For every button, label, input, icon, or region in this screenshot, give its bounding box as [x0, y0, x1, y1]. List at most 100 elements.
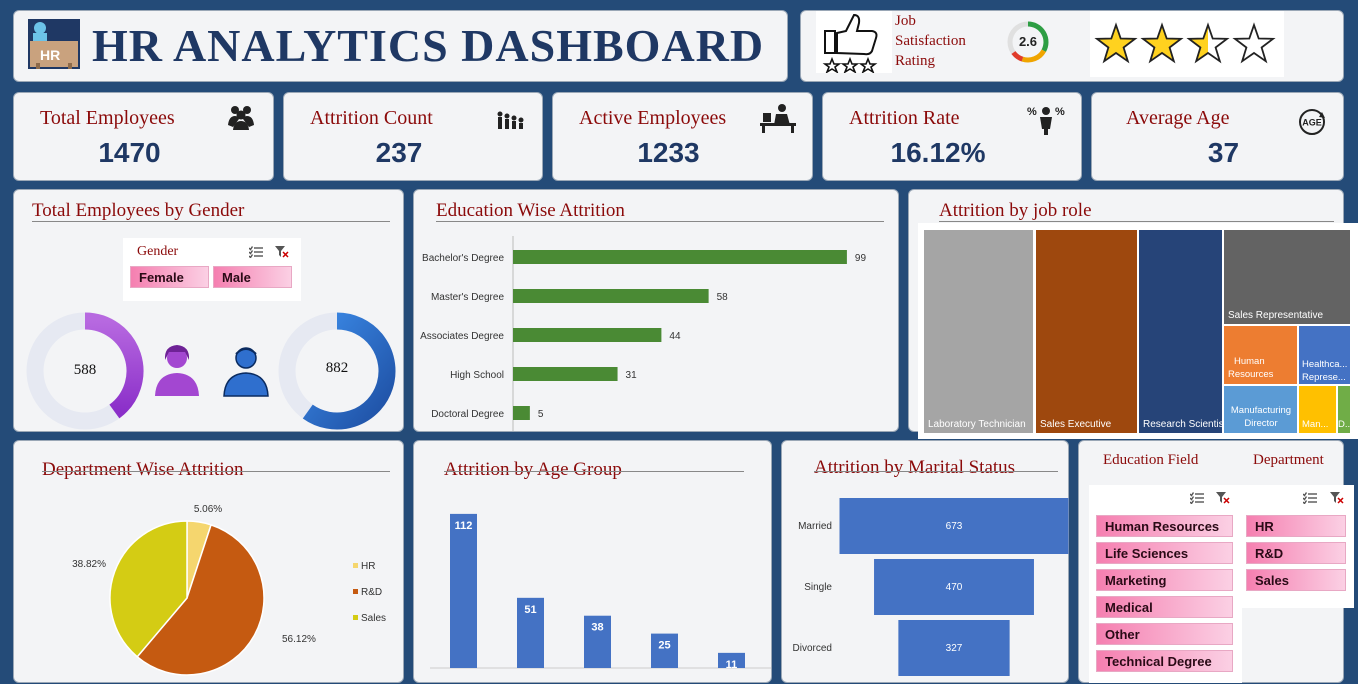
- treemap-label-line: Human: [1234, 356, 1265, 367]
- multi-select-icon[interactable]: [249, 246, 263, 258]
- slicer-option-male[interactable]: Male: [213, 266, 292, 288]
- marital-panel: Attrition by Marital Status 673 Married 47…: [781, 440, 1069, 683]
- bar: [513, 289, 709, 303]
- kpi-value: 37: [1207, 137, 1240, 168]
- category-label: Married: [798, 521, 832, 532]
- clear-filter-icon[interactable]: [1216, 492, 1230, 504]
- category-label: Master's Degree: [431, 292, 504, 303]
- kpi-label: Attrition Count: [310, 107, 433, 129]
- bar: [450, 513, 477, 668]
- gender-slicer: Gender Female Male: [123, 238, 301, 301]
- rating-stars: [1094, 22, 1276, 64]
- category-label: Divorced: [793, 643, 832, 654]
- treemap-label-line: Healthca...: [1302, 359, 1348, 370]
- person-at-desk-icon: [760, 104, 796, 133]
- education-field-title: Education Field: [1103, 452, 1199, 468]
- treemap-label: D...: [1338, 419, 1350, 430]
- data-label: 5: [538, 409, 544, 420]
- data-label: 31: [626, 370, 638, 381]
- treemap-cell: Human Resources: [1224, 326, 1297, 384]
- education-bar-chart: Bachelor's Degree 99 Master's Degree 58 Asso…: [420, 236, 867, 431]
- rating-label-line3: Rating: [895, 53, 935, 69]
- treemap-cell: Manufacturing Director: [1224, 386, 1297, 433]
- rating-gauge-ring: [1007, 21, 1049, 63]
- treemap-label: Man...: [1302, 419, 1329, 430]
- treemap-cell: D...: [1338, 386, 1350, 433]
- funnel-bar: [874, 559, 1034, 615]
- slicer-option-hr[interactable]: HR: [1246, 515, 1346, 537]
- slicer-option-sales[interactable]: Sales: [1246, 569, 1346, 591]
- rating-label: Job Satisfaction Rating: [895, 11, 966, 71]
- treemap-cell: Sales Executive: [1036, 230, 1137, 433]
- multi-select-icon[interactable]: [1190, 492, 1204, 504]
- slicer-option-other[interactable]: Other: [1096, 623, 1233, 645]
- treemap-label: Human Resources: [1228, 355, 1273, 381]
- data-label: 38.82%: [72, 559, 106, 570]
- rating-value: 2.6: [1018, 34, 1038, 49]
- female-donut-arc: [84, 312, 144, 419]
- hr-desk-icon: [28, 19, 80, 69]
- kpi-card-average-age: Average Age 37 AGE: [1091, 92, 1344, 181]
- slicer-option-human-resources[interactable]: Human Resources: [1096, 515, 1233, 537]
- treemap-label: Laboratory Technician: [928, 419, 1026, 430]
- star-icon: [1232, 22, 1276, 64]
- male-donut-arc: [302, 312, 396, 430]
- male-icon: [223, 347, 269, 397]
- legend-label: Sales: [361, 613, 386, 624]
- legend-swatch: [353, 615, 358, 620]
- slicer-option-technical-degree[interactable]: Technical Degree: [1096, 650, 1233, 672]
- svg-text:%: %: [1055, 106, 1065, 118]
- slicer-option-rd[interactable]: R&D: [1246, 542, 1346, 564]
- slicer-title: Gender: [137, 244, 179, 259]
- treemap-cell: Healthca... Represe...: [1299, 326, 1350, 384]
- department-pie-chart: 5.06% 56.12% 38.82% HR R&D Sales: [72, 504, 386, 676]
- title-underline: [814, 471, 1058, 472]
- funnel-bar: [898, 620, 1010, 676]
- slicer-option-medical[interactable]: Medical: [1096, 596, 1233, 618]
- kpi-label: Attrition Rate: [849, 107, 960, 129]
- data-label: 25: [658, 640, 670, 652]
- legend-label: R&D: [361, 587, 382, 598]
- female-count: 588: [73, 362, 97, 378]
- age-panel: Attrition by Age Group 112 51 38 25 11: [413, 440, 772, 683]
- page-title: HR ANALYTICS DASHBOARD: [92, 20, 765, 71]
- female-icon: [155, 345, 199, 396]
- treemap-cell: Man...: [1299, 386, 1336, 433]
- clear-filter-icon[interactable]: [1330, 492, 1344, 504]
- slicer-option-female[interactable]: Female: [130, 266, 209, 288]
- jobrole-title: Attrition by job role: [939, 200, 1092, 221]
- kpi-card-attrition-rate: Attrition Rate 16.12% %%: [822, 92, 1082, 181]
- data-label: 112: [455, 520, 473, 532]
- education-title: Education Wise Attrition: [436, 200, 625, 221]
- category-label: Doctoral Degree: [431, 409, 504, 420]
- data-label: 673: [946, 521, 963, 532]
- category-label: Bachelor's Degree: [422, 253, 504, 264]
- kpi-label: Active Employees: [579, 107, 727, 129]
- hr-logo: HR: [28, 19, 80, 69]
- data-label: 99: [855, 253, 867, 264]
- clear-filter-icon[interactable]: [275, 246, 289, 258]
- multi-select-icon[interactable]: [1303, 492, 1317, 504]
- star-icon: [1094, 22, 1138, 64]
- rating-label-line2: Satisfaction: [895, 33, 966, 49]
- bar: [584, 615, 611, 668]
- data-label: 58: [717, 292, 729, 303]
- category-label: Associates Degree: [420, 331, 504, 342]
- bar: [517, 597, 544, 668]
- slicer-option-life-sciences[interactable]: Life Sciences: [1096, 542, 1233, 564]
- star-icon: [1186, 22, 1230, 64]
- marital-funnel-chart: 673 Married 470 Single 327 Divorced: [793, 498, 1069, 676]
- svg-text:%: %: [1027, 106, 1037, 118]
- marital-title: Attrition by Marital Status: [814, 457, 1016, 478]
- treemap-label-line: Director: [1244, 418, 1278, 429]
- header-panel: HR HR ANALYTICS DASHBOARD: [13, 10, 788, 82]
- bar: [513, 406, 530, 420]
- slicer-option-marketing[interactable]: Marketing: [1096, 569, 1233, 591]
- kpi-label: Average Age: [1126, 107, 1230, 129]
- kpi-card-attrition-count: Attrition Count 237: [283, 92, 543, 181]
- data-label: 470: [946, 582, 963, 593]
- pie-slice: [109, 520, 188, 658]
- rating-label-line1: Job: [895, 13, 916, 29]
- kpi-label: Total Employees: [40, 107, 175, 129]
- gender-title: Total Employees by Gender: [32, 200, 245, 221]
